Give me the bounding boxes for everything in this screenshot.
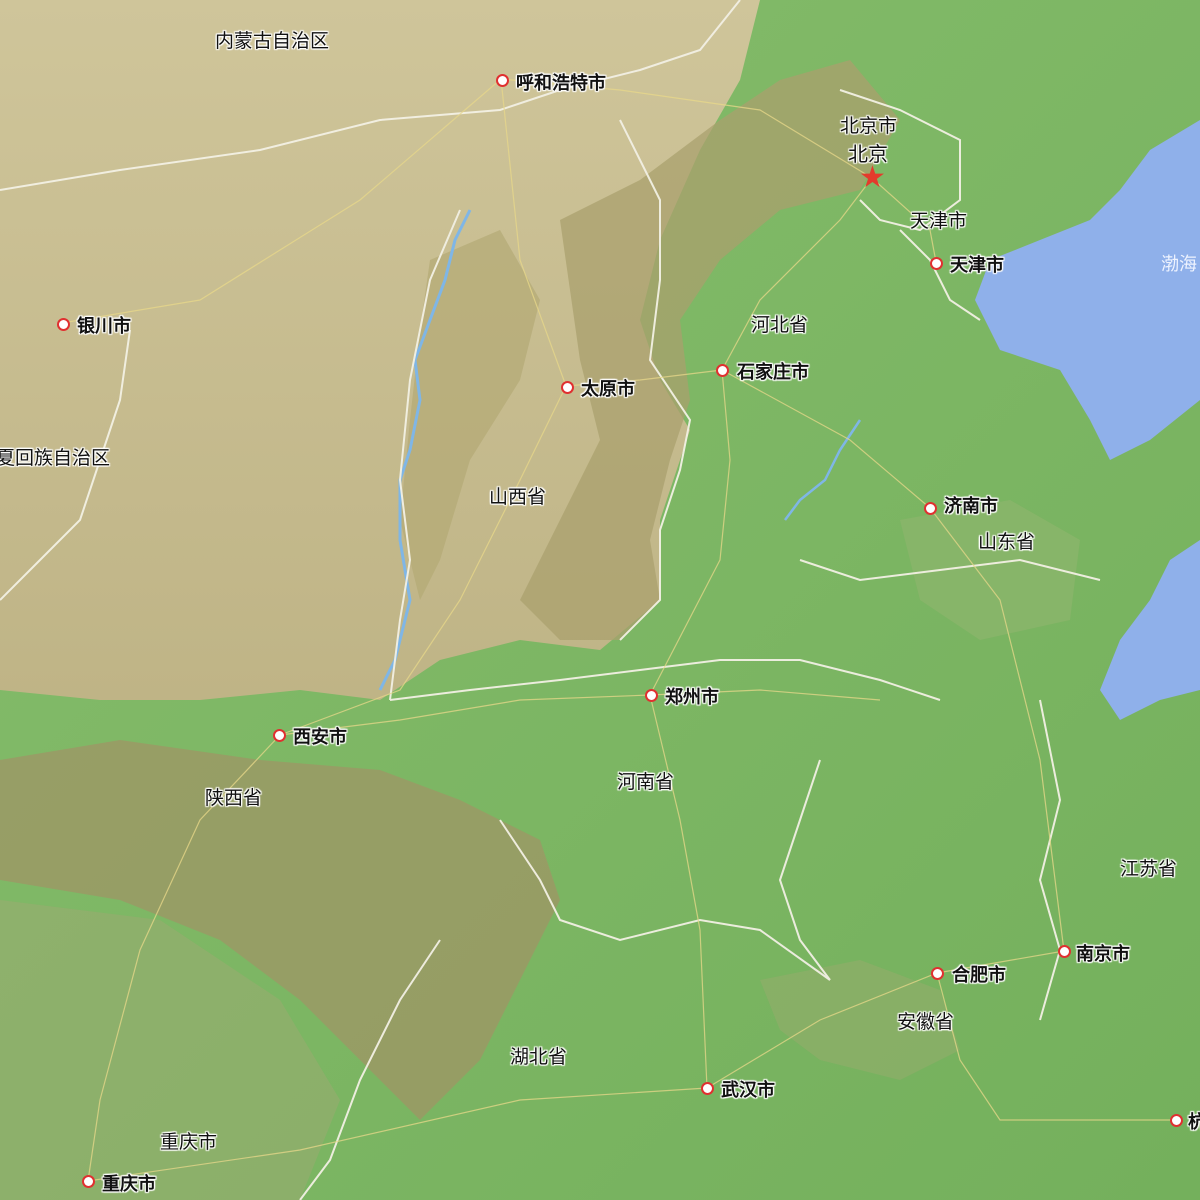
label-shanxi-province: 山西省 bbox=[489, 486, 547, 508]
label-ningxia: 夏回族自治区 bbox=[0, 447, 111, 469]
taihang-mountains bbox=[520, 60, 900, 640]
city-marker-xian[interactable] bbox=[273, 729, 286, 742]
city-marker-nanjing[interactable] bbox=[1058, 945, 1071, 958]
label-chongqing-region: 重庆市 bbox=[160, 1131, 218, 1153]
city-marker-hohhot[interactable] bbox=[496, 74, 509, 87]
label-shijiazhuang[interactable]: 石家庄市 bbox=[737, 362, 809, 383]
label-hangzhou-partial[interactable]: 杭 bbox=[1188, 1112, 1200, 1133]
label-inner-mongolia: 内蒙古自治区 bbox=[215, 30, 330, 52]
province-borders bbox=[0, 0, 1101, 1200]
city-marker-jinan[interactable] bbox=[924, 502, 937, 515]
label-hubei-province: 湖北省 bbox=[510, 1046, 568, 1068]
label-beijing-region: 北京市 bbox=[840, 115, 898, 137]
label-xian[interactable]: 西安市 bbox=[293, 727, 347, 748]
label-chongqing[interactable]: 重庆市 bbox=[102, 1174, 156, 1195]
label-nanjing[interactable]: 南京市 bbox=[1076, 944, 1130, 965]
yellow-sea bbox=[1100, 540, 1200, 720]
label-taiyuan[interactable]: 太原市 bbox=[581, 379, 635, 400]
label-hohhot[interactable]: 呼和浩特市 bbox=[516, 73, 606, 94]
city-marker-yinchuan[interactable] bbox=[57, 318, 70, 331]
qinling-mountains bbox=[0, 740, 560, 1120]
capital-star-icon[interactable]: ★ bbox=[859, 160, 886, 195]
label-yinchuan[interactable]: 银川市 bbox=[77, 316, 131, 337]
city-marker-taiyuan[interactable] bbox=[561, 381, 574, 394]
city-marker-shijiazhuang[interactable] bbox=[716, 364, 729, 377]
bohai-sea bbox=[975, 120, 1200, 460]
label-shaanxi-province: 陕西省 bbox=[205, 787, 263, 809]
label-shandong-province: 山东省 bbox=[978, 531, 1036, 553]
label-jinan[interactable]: 济南市 bbox=[944, 496, 998, 517]
label-hefei[interactable]: 合肥市 bbox=[952, 965, 1006, 986]
label-jiangsu-province: 江苏省 bbox=[1120, 858, 1178, 880]
southwest-hills bbox=[0, 900, 340, 1200]
yellow-river bbox=[378, 209, 472, 691]
city-marker-chongqing[interactable] bbox=[82, 1175, 95, 1188]
city-marker-tianjin[interactable] bbox=[930, 257, 943, 270]
shandong-hills bbox=[900, 500, 1080, 640]
label-capital-beijing: 北京 bbox=[848, 142, 888, 166]
label-tianjin-region: 天津市 bbox=[910, 210, 968, 232]
label-zhengzhou[interactable]: 郑州市 bbox=[665, 687, 719, 708]
lvliang-mountains bbox=[400, 230, 540, 600]
city-marker-zhengzhou[interactable] bbox=[645, 689, 658, 702]
label-tianjin[interactable]: 天津市 bbox=[950, 255, 1004, 276]
label-wuhan[interactable]: 武汉市 bbox=[721, 1080, 775, 1101]
label-bohai-sea: 渤海 bbox=[1161, 254, 1197, 275]
city-marker-wuhan[interactable] bbox=[701, 1082, 714, 1095]
label-hebei-province: 河北省 bbox=[751, 314, 809, 336]
label-anhui-province: 安徽省 bbox=[897, 1011, 955, 1033]
label-henan-province: 河南省 bbox=[617, 771, 675, 793]
city-marker-hangzhou[interactable] bbox=[1170, 1114, 1183, 1127]
city-marker-hefei[interactable] bbox=[931, 967, 944, 980]
dabie-hills bbox=[760, 960, 960, 1080]
yellow-river-lower bbox=[784, 419, 862, 521]
